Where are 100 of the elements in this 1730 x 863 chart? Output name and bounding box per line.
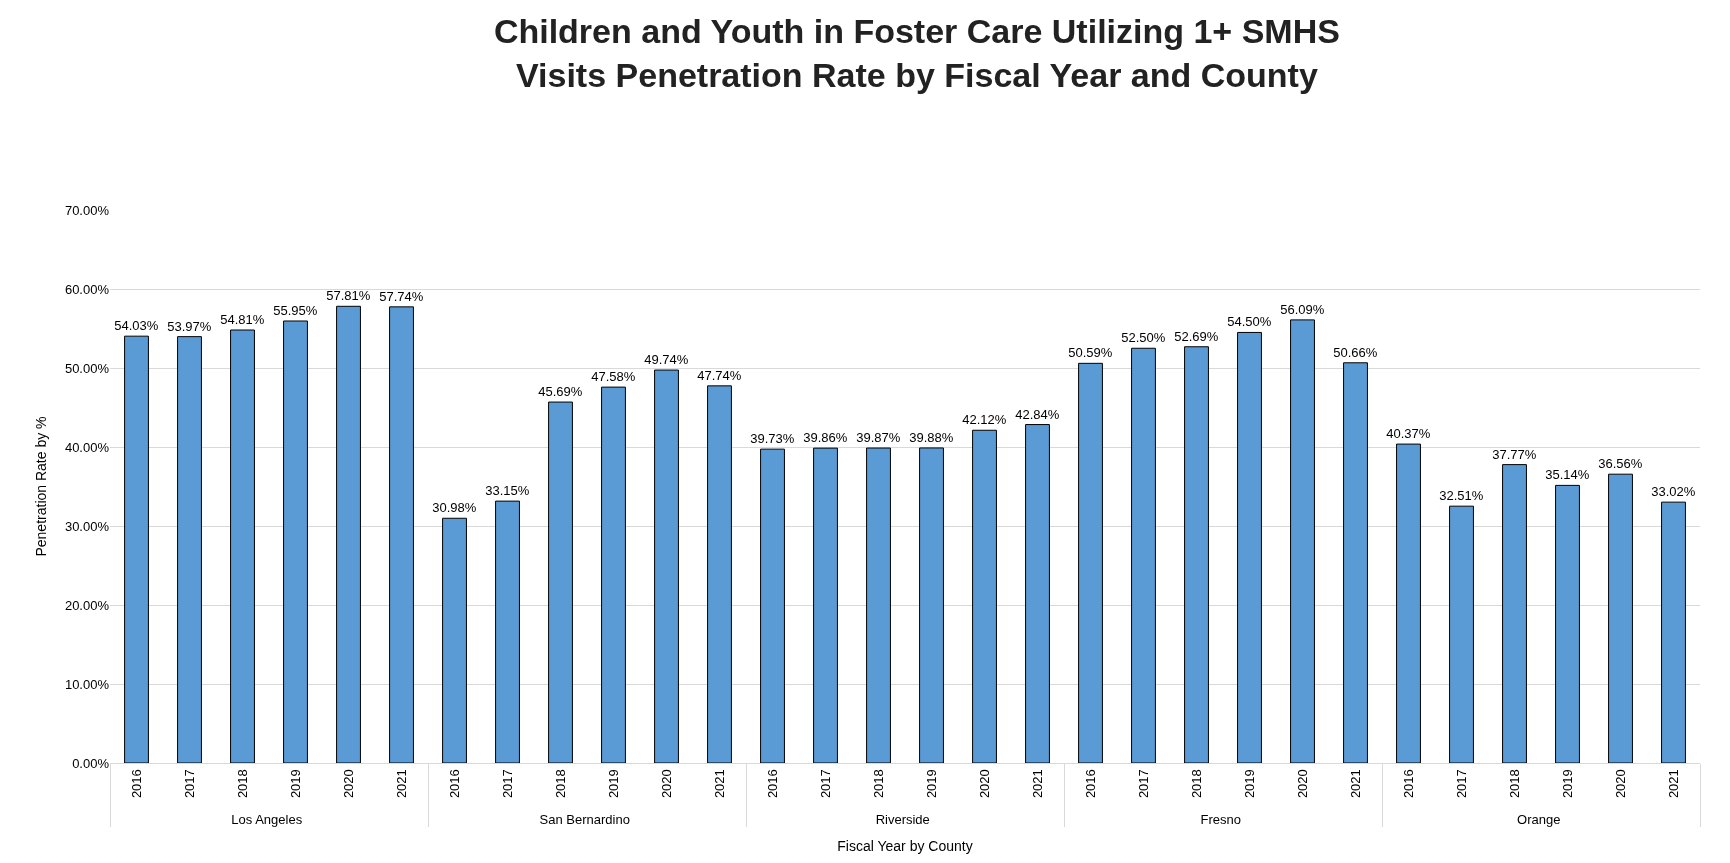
chart-title: Children and Youth in Foster Care Utilizing 1+ SMHS Visits Penetration Rate by Fiscal Year and County [493,12,1340,95]
data-label: 33.15% [485,483,530,499]
bar [1290,319,1315,763]
data-label: 40.37% [1386,426,1431,442]
data-label: 54.81% [220,312,265,327]
x-tick-label: 2018 [1188,769,1204,799]
x-tick-label: 2019 [1559,769,1575,799]
data-label: 57.74% [379,288,424,304]
bar [442,517,467,763]
text: Fresno [1200,811,1241,827]
bar [760,448,785,763]
bar [813,447,838,763]
bar [336,305,361,763]
data-label: 50.59% [1068,345,1113,361]
data-label: 47.74% [697,367,742,383]
y-tick-label: 30.00% [64,518,110,534]
data-label: 57.81% [326,288,371,304]
bar [124,335,149,763]
x-tick-label: 2016 [1400,769,1416,799]
x-tick-label: 2018 [552,769,568,799]
bar [919,447,944,763]
data-label: 56.09% [1280,301,1325,317]
bar [1131,347,1156,763]
x-tick-label: 2016 [764,769,780,799]
y-tick-label: 0.00% [72,755,110,771]
data-label: 45.69% [538,384,583,400]
x-tick-label: 2017 [817,769,833,799]
x-tick-label: 2018 [1506,769,1522,799]
data-label: 52.69% [1174,328,1219,344]
bar [601,386,626,763]
data-label: 42.12% [962,412,1007,428]
data-label: 39.73% [750,431,795,447]
data-label: 55.95% [273,302,318,318]
x-tick-label: 2021 [1665,769,1681,799]
x-tick-label: 2020 [1294,769,1310,799]
bar [1449,505,1474,763]
text: Los Angeles [231,811,303,827]
bar [1608,473,1633,763]
y-tick-label: 70.00% [64,202,110,218]
data-label: 32.51% [1439,488,1484,504]
y-tick-label: 50.00% [64,360,110,376]
x-tick-label: 2021 [1347,769,1363,799]
data-label: 30.98% [432,500,477,516]
data-label: 47.58% [591,369,636,385]
bar [1661,501,1686,763]
data-label: 50.66% [1333,344,1378,360]
text: Riverside [875,811,930,827]
data-label: 33.02% [1651,484,1696,500]
x-tick-label: 2019 [287,769,303,799]
data-label: 39.87% [856,430,901,446]
bar [548,401,573,763]
x-tick-label: 2018 [234,769,250,799]
data-label: 39.88% [909,429,954,445]
bar [707,385,732,763]
bar [1078,362,1103,763]
bar [1502,464,1527,763]
text: Orange [1517,811,1561,827]
bar [495,500,520,763]
bar [389,306,414,763]
y-axis-title: Penetration Rate by % [32,416,49,557]
x-tick-label: 2017 [181,769,197,799]
bar [654,369,679,763]
data-label: 53.97% [167,318,212,334]
bar [283,320,308,763]
data-label: 54.50% [1227,314,1272,330]
x-tick-label: 2017 [1453,769,1469,799]
x-tick-label: 2021 [393,769,409,799]
data-label: 49.74% [644,352,689,368]
text: San Bernardino [539,811,630,827]
bar [177,336,202,763]
x-tick-label: 2020 [976,769,992,799]
x-axis-title: Fiscal Year by County [837,837,973,854]
x-tick-label: 2019 [923,769,939,799]
data-label: 54.03% [114,318,159,334]
data-label: 35.14% [1545,467,1590,483]
bar [1025,424,1050,763]
x-tick-label: 2016 [1082,769,1098,799]
x-tick-label: 2016 [446,769,462,799]
bar [1555,484,1580,763]
x-tick-label: 2020 [1612,769,1628,799]
y-tick-label: 40.00% [64,439,110,455]
x-tick-label: 2018 [870,769,886,799]
bar [230,329,255,763]
data-label: 36.56% [1598,456,1643,472]
data-label: 37.77% [1492,446,1537,462]
y-tick-label: 20.00% [64,597,110,613]
x-tick-label: 2019 [1241,769,1257,799]
x-tick-label: 2017 [499,769,515,799]
bar [1396,443,1421,763]
bar [972,429,997,763]
x-tick-label: 2016 [128,769,144,799]
bar [1184,346,1209,763]
x-tick-label: 2020 [658,769,674,799]
x-tick-label: 2017 [1135,769,1151,799]
y-tick-label: 60.00% [64,281,110,297]
data-label: 52.50% [1121,330,1166,346]
x-tick-label: 2019 [605,769,621,799]
x-tick-label: 2021 [1029,769,1045,799]
data-label: 42.84% [1015,406,1060,422]
bar [866,447,891,763]
